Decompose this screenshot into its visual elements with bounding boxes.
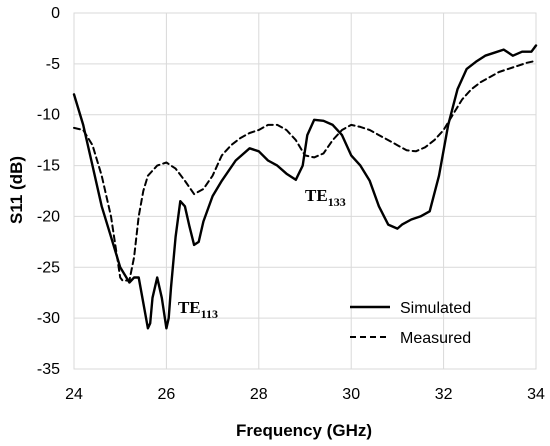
- series-line-simulated: [72, 44, 538, 330]
- x-tick-label: 34: [527, 386, 545, 403]
- x-tick-label: 26: [158, 386, 176, 403]
- grid-lines: [73, 12, 537, 370]
- y-tick-label: -25: [37, 259, 60, 276]
- y-axis-title: S11 (dB): [7, 156, 26, 224]
- x-tick-labels: 24 26 28 30 32 34: [65, 386, 545, 403]
- mode-annotations: TE113 TE133: [178, 186, 346, 321]
- y-tick-label: -15: [37, 158, 60, 175]
- mode-label-te133: TE133: [305, 186, 346, 209]
- x-tick-label: 28: [250, 386, 268, 403]
- y-tick-label: 0: [51, 5, 60, 22]
- legend-label-measured: Measured: [400, 330, 471, 347]
- y-tick-label: -20: [37, 208, 60, 225]
- series-layer: [72, 44, 538, 330]
- y-tick-labels: 0 -5 -10 -15 -20 -25 -30 -35: [37, 5, 60, 378]
- x-tick-label: 32: [435, 386, 453, 403]
- legend: Simulated Measured: [350, 300, 471, 347]
- x-tick-label: 24: [65, 386, 83, 403]
- series-line-measured: [73, 59, 537, 282]
- x-tick-label: 30: [342, 386, 360, 403]
- y-tick-label: -35: [37, 361, 60, 378]
- y-tick-label: -30: [37, 310, 60, 327]
- mode-label-te113: TE113: [178, 298, 218, 321]
- plot-area-border: [73, 12, 537, 370]
- x-axis-title: Frequency (GHz): [236, 421, 372, 440]
- y-tick-label: -10: [37, 107, 60, 124]
- legend-label-simulated: Simulated: [400, 300, 471, 317]
- y-tick-label: -5: [46, 56, 60, 73]
